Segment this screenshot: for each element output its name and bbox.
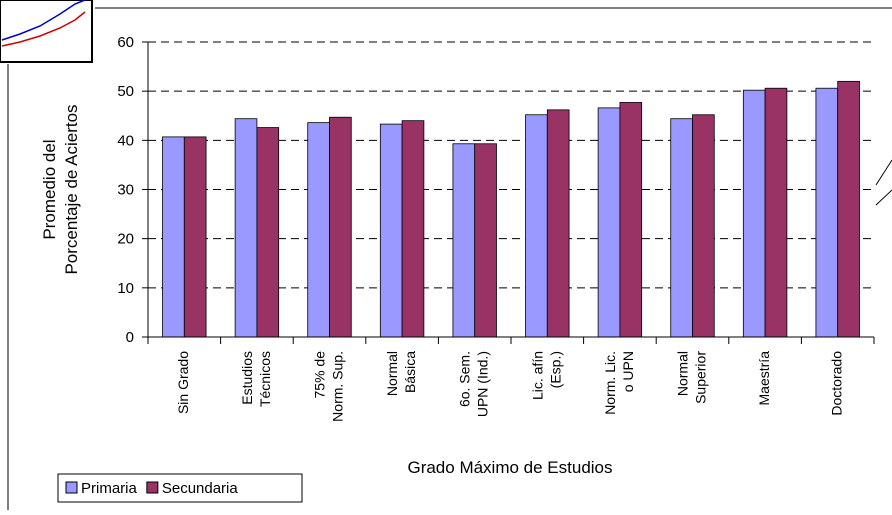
y-tick-label: 50 xyxy=(117,83,134,100)
bar xyxy=(597,107,621,338)
x-tick-label: Norm. Lic. o UPN xyxy=(602,351,636,415)
x-tick-label: 75% de Norm. Sup. xyxy=(311,351,345,422)
bar xyxy=(452,143,476,338)
legend-box xyxy=(57,473,303,503)
x-tick-label: Doctorado xyxy=(828,351,844,416)
y-tick-label: 40 xyxy=(117,132,134,149)
bar xyxy=(379,123,403,338)
x-tick-label: Estudios Técnicos xyxy=(239,351,273,407)
bar xyxy=(619,102,643,338)
bar xyxy=(546,109,570,338)
bar xyxy=(837,80,860,338)
bar xyxy=(815,87,839,338)
x-tick-label: Normal Superior xyxy=(674,351,708,404)
bar xyxy=(234,118,258,338)
bar xyxy=(401,120,425,338)
y-tick-label: 20 xyxy=(117,231,134,248)
bar xyxy=(307,122,330,338)
bar xyxy=(256,127,280,338)
legend-label: Secundaria xyxy=(162,480,239,497)
x-tick-label: Normal Básica xyxy=(384,351,418,396)
x-axis-title: Grado Máximo de Estudios xyxy=(407,458,612,477)
bar xyxy=(525,114,548,338)
y-axis-title: Promedio del xyxy=(40,139,59,239)
x-tick-label: Maestría xyxy=(756,351,772,406)
legend-swatch xyxy=(65,481,78,494)
bar xyxy=(329,116,352,338)
y-tick-label: 60 xyxy=(117,34,134,51)
y-axis-title: Porcentaje de Aciertos xyxy=(62,104,81,274)
bar xyxy=(474,143,497,338)
bar xyxy=(764,87,788,338)
bar xyxy=(183,136,207,338)
legend-label: Primaria xyxy=(81,480,137,497)
bar xyxy=(742,89,766,338)
bar xyxy=(692,114,715,338)
y-tick-label: 10 xyxy=(117,280,134,297)
legend-swatch xyxy=(146,481,159,494)
x-tick-label: Lic. afín (Esp.) xyxy=(529,351,563,400)
bar xyxy=(670,118,693,338)
x-tick-label: Sin Grado xyxy=(175,351,191,414)
y-tick-label: 30 xyxy=(117,182,134,199)
y-tick-label: 0 xyxy=(126,329,134,346)
x-tick-label: 6o. Sem. UPN (Ind.) xyxy=(456,351,490,417)
bar xyxy=(162,136,185,338)
